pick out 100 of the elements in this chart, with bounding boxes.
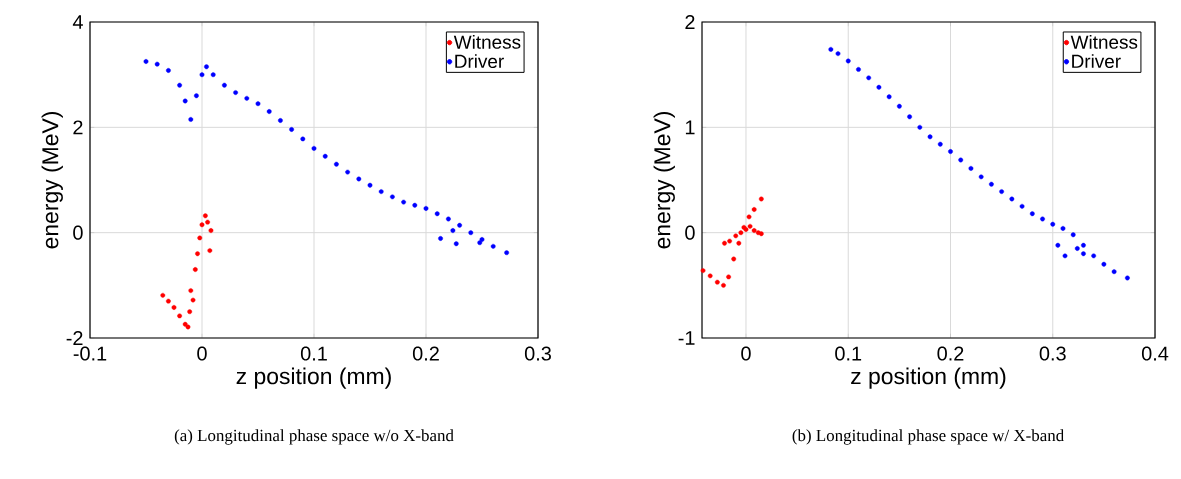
point xyxy=(937,141,943,147)
x-tick-label: 0.1 xyxy=(300,346,327,361)
point xyxy=(166,298,171,304)
x-tick-label: 0.4 xyxy=(1141,346,1169,361)
point xyxy=(733,233,739,239)
x-axis-title: z position (mm) xyxy=(851,367,1006,389)
point xyxy=(177,82,182,88)
point xyxy=(177,313,182,319)
point xyxy=(453,241,459,247)
point xyxy=(401,199,406,205)
y-tick-label: 0 xyxy=(685,225,695,240)
point xyxy=(190,297,196,303)
point xyxy=(1019,203,1025,209)
legend-label: Driver xyxy=(1072,54,1121,69)
point xyxy=(278,118,283,123)
point xyxy=(199,72,205,78)
x-tick-label: 0.2 xyxy=(937,346,964,361)
point xyxy=(160,292,166,298)
point xyxy=(700,268,706,273)
point xyxy=(1055,242,1061,248)
point xyxy=(197,235,203,241)
point xyxy=(204,64,209,70)
point xyxy=(244,95,250,101)
point xyxy=(300,136,306,142)
point xyxy=(185,324,191,330)
point xyxy=(1081,251,1086,257)
point xyxy=(876,84,882,90)
point xyxy=(722,240,727,246)
point xyxy=(187,309,193,315)
point xyxy=(1009,196,1015,202)
point xyxy=(210,72,216,78)
point xyxy=(856,67,861,72)
x-tick-label: 0 xyxy=(741,346,751,361)
point xyxy=(958,157,964,163)
point xyxy=(845,58,851,64)
point xyxy=(207,248,213,253)
text: (b) Longitudinal phase space w/ X-band xyxy=(792,429,1064,445)
point xyxy=(1074,246,1080,251)
point xyxy=(423,206,429,211)
point xyxy=(948,149,953,154)
point xyxy=(477,240,483,246)
point xyxy=(468,230,474,236)
x-tick-label: 0.1 xyxy=(835,346,862,361)
point xyxy=(866,75,872,81)
text: (a) Longitudinal phase space w/o X-band xyxy=(174,429,454,445)
point xyxy=(727,238,733,244)
point xyxy=(1029,211,1035,217)
point xyxy=(205,219,210,225)
y-tick-label: -1 xyxy=(678,331,695,345)
point xyxy=(968,166,974,171)
legend-label: Witness xyxy=(1070,34,1138,49)
legend-label: Driver xyxy=(455,54,504,69)
point xyxy=(714,279,720,285)
point xyxy=(390,194,395,200)
point xyxy=(726,274,731,280)
point xyxy=(751,207,757,212)
point xyxy=(154,61,160,67)
point xyxy=(450,228,456,233)
point xyxy=(233,90,238,95)
point xyxy=(266,109,272,114)
point xyxy=(731,256,737,262)
point xyxy=(886,94,892,100)
y-axis-title: energy (MeV) xyxy=(653,112,675,249)
point xyxy=(751,228,757,233)
legend-label: Witness xyxy=(453,34,521,49)
point xyxy=(738,230,744,236)
point xyxy=(999,189,1005,194)
point xyxy=(1062,253,1068,259)
y-axis-title: energy (MeV) xyxy=(41,112,63,249)
point xyxy=(334,161,339,167)
point xyxy=(367,182,373,188)
point xyxy=(828,46,834,52)
point xyxy=(504,250,510,256)
point xyxy=(345,169,350,175)
point xyxy=(1111,269,1117,275)
point xyxy=(747,223,753,229)
point xyxy=(917,124,923,130)
point xyxy=(721,282,726,288)
point xyxy=(143,59,149,64)
y-tick-label: 2 xyxy=(73,120,83,135)
point xyxy=(746,214,752,220)
point xyxy=(1125,275,1130,281)
point xyxy=(222,82,227,88)
y-tick-label: 1 xyxy=(685,120,695,135)
point xyxy=(412,202,418,208)
point xyxy=(438,236,443,241)
point xyxy=(378,189,384,194)
point xyxy=(1091,253,1097,259)
x-tick-label: 0 xyxy=(197,346,207,361)
point xyxy=(1081,242,1086,248)
point xyxy=(208,228,214,233)
point xyxy=(202,213,208,219)
point xyxy=(311,146,317,151)
point xyxy=(182,98,188,104)
point xyxy=(171,305,177,310)
x-axis-title: z position (mm) xyxy=(236,367,391,389)
point xyxy=(1060,226,1066,231)
x-tick-label: 0.3 xyxy=(1039,346,1066,361)
point xyxy=(194,93,199,99)
point xyxy=(166,68,171,73)
